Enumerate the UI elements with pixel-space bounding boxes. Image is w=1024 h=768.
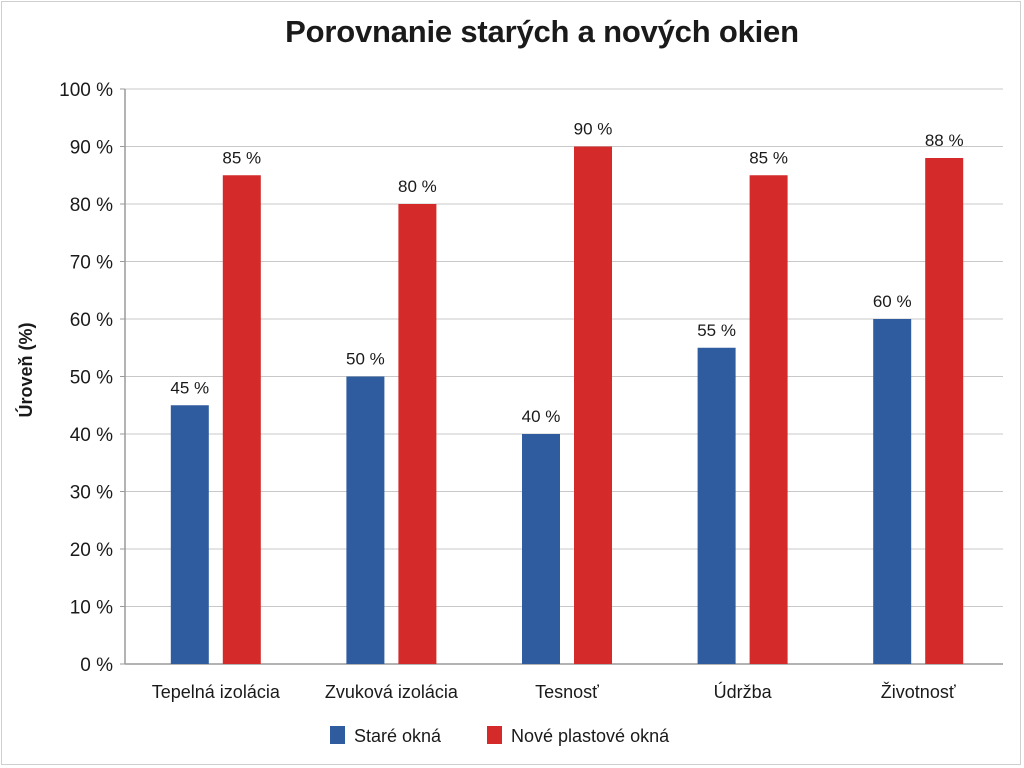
data-labels: 45 % 85 % 50 % 80 % 40 % 90 % 55 % 85 % 60 % 88 %: [170, 120, 963, 427]
gridlines: [120, 88, 1003, 665]
x-category-label: Zvuková izolácia: [325, 682, 459, 702]
data-label: 40 %: [522, 407, 561, 426]
y-tick-label: 10 %: [70, 598, 113, 619]
bar-old-1: [346, 376, 385, 664]
bar-new-3: [749, 175, 788, 664]
x-category-label: Údržba: [714, 681, 773, 702]
data-label: 90 %: [574, 120, 613, 139]
y-tick-label: 40 %: [70, 425, 113, 446]
chart-title: Porovnanie starých a nových okien: [285, 14, 799, 49]
bar-new-0: [222, 175, 261, 664]
legend-label: Staré okná: [354, 726, 442, 746]
bar-old-2: [522, 434, 560, 664]
x-category-label: Tesnosť: [535, 682, 599, 702]
bar-new-1: [398, 204, 437, 664]
y-tick-label: 60 %: [70, 310, 113, 331]
y-tick-label: 100 %: [59, 80, 113, 101]
y-tick-label: 90 %: [70, 138, 113, 159]
y-tick-label: 0 %: [80, 655, 113, 676]
bar-old-4: [873, 319, 912, 664]
bar-old-3: [697, 347, 736, 664]
data-label: 55 %: [697, 321, 736, 340]
bar-new-4: [925, 158, 964, 664]
data-label: 85 %: [749, 148, 788, 167]
y-tick-label: 30 %: [70, 483, 113, 504]
x-axis-categories: Tepelná izolácia Zvuková izolácia Tesnosť Ú…: [152, 681, 956, 702]
legend-label: Nové plastové okná: [511, 726, 670, 746]
legend: Staré okná Nové plastové okná: [330, 726, 670, 746]
y-tick-label: 50 %: [70, 368, 113, 389]
data-label: 88 %: [925, 131, 964, 150]
data-label: 80 %: [398, 177, 437, 196]
y-tick-label: 70 %: [70, 253, 113, 274]
legend-swatch: [487, 726, 502, 744]
bars: [170, 146, 964, 664]
data-label: 85 %: [222, 148, 261, 167]
y-axis-ticks: 0 % 10 % 20 % 30 % 40 % 50 % 60 % 70 % 80 % 90 % 1…: [59, 80, 113, 676]
y-axis-title: Úroveň (%): [15, 322, 36, 417]
x-category-label: Životnosť: [881, 682, 956, 702]
data-label: 50 %: [346, 350, 385, 369]
legend-swatch: [330, 726, 345, 744]
bar-old-0: [170, 405, 209, 664]
y-tick-label: 80 %: [70, 195, 113, 216]
data-label: 45 %: [170, 378, 209, 397]
x-category-label: Tepelná izolácia: [152, 682, 281, 702]
data-label: 60 %: [873, 292, 912, 311]
bar-new-2: [574, 146, 612, 664]
y-tick-label: 20 %: [70, 540, 113, 561]
